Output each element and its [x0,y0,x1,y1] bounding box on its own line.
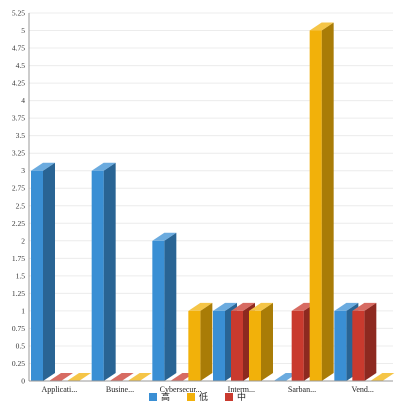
legend-swatch [187,393,195,401]
bar-低-2[interactable] [127,373,152,381]
y-axis-ticks: 0 0.25 0.5 0.75 1 1.25 1.5 1.75 2 2.25 2.5 2.75 3 3.2… [12,9,25,386]
category-label: Interm... [228,385,255,394]
bar-top [49,373,73,381]
bar-front [309,30,322,382]
bar-中-1[interactable] [49,373,73,381]
bar-front [91,170,104,381]
y-tick-label: 2.75 [12,184,25,193]
y-tick-label: 0.25 [12,359,25,368]
bar-front [188,310,201,381]
y-tick-label: 0 [21,377,25,386]
y-tick-label: 1.75 [12,254,25,263]
y-tick-label: 3.25 [12,149,25,158]
bar-top [334,302,359,311]
bar-top [67,373,91,381]
category-label: Applicati... [41,385,77,394]
y-tick-label: 4.25 [12,79,25,88]
category-label: Busine... [106,385,134,394]
bar-低-1[interactable] [67,373,91,381]
bar-top [249,302,273,311]
bar-front [231,310,243,381]
legend-swatch [149,393,157,401]
bar-front [31,170,43,381]
legend-item-低[interactable]: 低 [187,391,208,403]
bar-front [152,240,165,381]
y-tick-label: 0.75 [12,324,25,333]
bar-top [309,22,334,31]
y-tick-label: 0.5 [16,341,26,350]
legend-label: 低 [199,391,208,403]
legend[interactable]: 高低中 [149,391,246,403]
category-label: Sarban... [288,385,316,394]
y-tick-label: 5 [21,26,25,35]
category-labels: Applicati... Busine... Cybersecur... Interm… [41,385,373,394]
y-tick-label: 2.25 [12,219,25,228]
bar-front [291,310,304,381]
bar-side [103,162,116,381]
bar-低-4[interactable] [249,302,273,381]
y-tick-label: 3.5 [16,131,26,140]
bar-top [31,162,55,171]
legend-item-高[interactable]: 高 [149,391,170,403]
x-axis [28,13,393,382]
bar-front [334,310,347,381]
bar-top [370,373,395,381]
bar-top [109,373,134,381]
bar-高-1[interactable] [31,162,55,381]
category-label: Cybersecur... [160,385,202,394]
bar-低-3[interactable] [188,302,213,381]
y-tick-label: 3 [21,166,25,175]
y-tick-label: 3.75 [12,114,25,123]
bar-top [213,302,237,311]
bar-side [261,302,273,381]
y-tick-label: 1.25 [12,289,25,298]
legend-swatch [225,393,233,401]
bar-top [231,302,255,311]
bar-side [200,302,213,381]
bar-side [43,162,55,381]
bar-front [213,310,225,381]
bar-top [91,162,116,171]
y-tick-label: 4.5 [16,61,26,70]
legend-label: 高 [161,391,170,403]
bar-front [249,310,261,381]
bar-top [188,302,213,311]
bar-side [364,302,377,381]
category-label: Vend... [351,385,373,394]
bar-低-5[interactable] [309,22,334,382]
bar-高-3[interactable] [152,232,177,381]
legend-label: 中 [237,391,246,403]
bar-中-2[interactable] [109,373,134,381]
y-tick-label: 5.25 [12,9,25,18]
y-tick-label: 4 [21,96,25,105]
y-tick-label: 1.5 [16,271,26,280]
bar-低-6[interactable] [370,373,395,381]
bar-top [152,232,177,241]
legend-item-中[interactable]: 中 [225,391,246,403]
bar-front [352,310,365,381]
y-tick-label: 1 [21,306,25,315]
bars [31,22,395,382]
y-tick-label: 2.5 [16,201,26,210]
bar-中-6[interactable] [352,302,377,381]
bar-top [352,302,377,311]
bar-高-2[interactable] [91,162,116,381]
bar-top [127,373,152,381]
bar-side [164,232,177,381]
bar-side [321,22,334,382]
y-tick-label: 4.75 [12,44,25,53]
y-tick-label: 2 [21,236,25,245]
